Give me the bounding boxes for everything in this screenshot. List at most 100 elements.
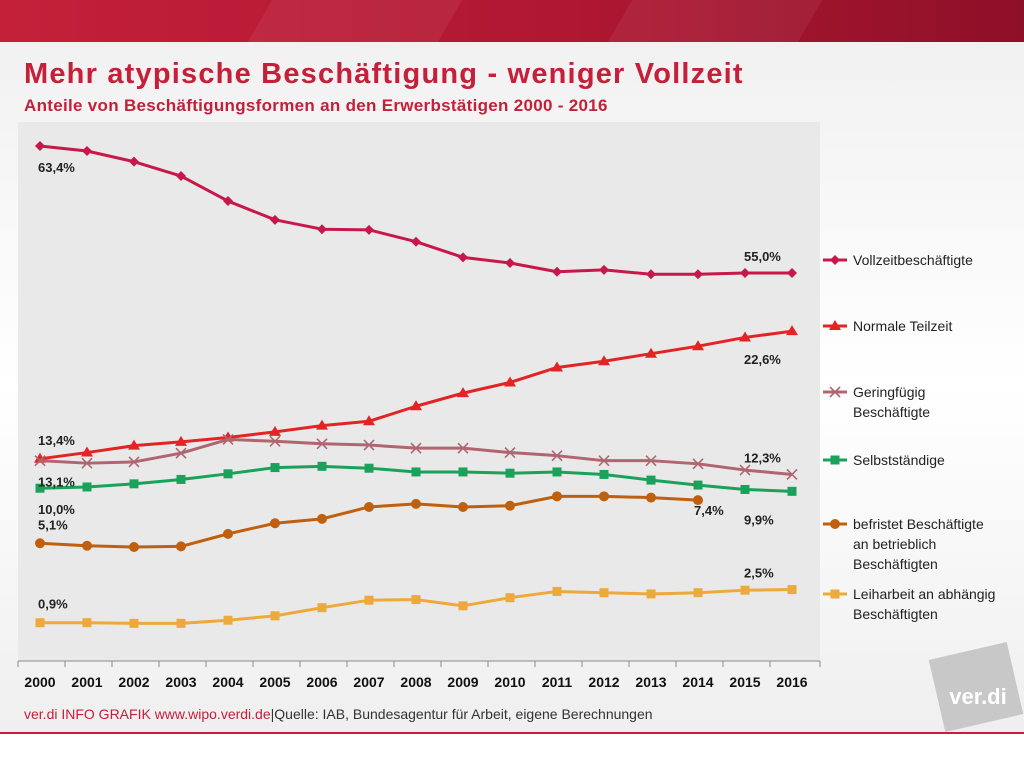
data-point-geringfuegig-beschaeftigte-2013 [645, 455, 657, 467]
data-point-vollzeitbeschaeftigte-2001 [82, 146, 92, 157]
data-point-leiharbeit-an-abhaengig-beschaeftigten-2007 [364, 595, 374, 605]
data-point-befristet-beschaeftigte-an-betrieblich-beschaeftigten-2004 [223, 528, 233, 539]
data-label: 7,4% [694, 503, 724, 518]
legend-swatch-marker [829, 320, 841, 330]
plot-background [18, 122, 820, 661]
data-point-geringfuegig-beschaeftigte-2002 [128, 456, 140, 468]
data-point-normale-teilzeit-2010 [504, 376, 516, 387]
series-geringfuegig-beschaeftigte [34, 433, 798, 481]
data-point-normale-teilzeit-2008 [410, 400, 422, 411]
data-point-befristet-beschaeftigte-an-betrieblich-beschaeftigten-2007 [364, 501, 374, 512]
data-point-geringfuegig-beschaeftigte-2008 [410, 442, 422, 454]
data-point-selbststaendige-2003 [176, 474, 186, 484]
line-chart: 2000 2001 2002 2003 2004 2005 2006 2007 2008 2009… [17, 122, 995, 690]
data-point-selbststaendige-2016 [787, 486, 797, 496]
data-label: 5,1% [38, 517, 68, 532]
x-tick-label-2016: 2016 [776, 674, 807, 690]
x-tick-label-2015: 2015 [729, 674, 760, 690]
data-point-selbststaendige-2010 [505, 468, 515, 478]
data-point-selbststaendige-2002 [129, 479, 139, 489]
data-point-normale-teilzeit-2006 [316, 419, 328, 430]
x-tick-label-2008: 2008 [400, 674, 431, 690]
x-tick-label-2011: 2011 [542, 674, 573, 690]
data-point-normale-teilzeit-2001 [81, 446, 93, 457]
data-point-selbststaendige-2011 [552, 467, 562, 477]
data-point-normale-teilzeit-2003 [175, 435, 187, 446]
data-point-vollzeitbeschaeftigte-2006 [317, 224, 327, 235]
data-point-geringfuegig-beschaeftigte-2014 [692, 458, 704, 470]
series-selbststaendige [35, 461, 797, 496]
series-leiharbeit-an-abhaengig-beschaeftigten [35, 585, 797, 628]
data-point-geringfuegig-beschaeftigte-2004 [222, 433, 234, 445]
data-point-selbststaendige-2000 [35, 483, 45, 493]
data-point-geringfuegig-beschaeftigte-2006 [316, 438, 328, 450]
data-point-vollzeitbeschaeftigte-2002 [129, 156, 139, 167]
footer-credit: ver.di INFO GRAFIK www.wipo.verdi.de|Que… [24, 706, 653, 722]
data-point-befristet-beschaeftigte-an-betrieblich-beschaeftigten-2008 [411, 498, 421, 509]
plot-area [18, 122, 820, 661]
data-point-vollzeitbeschaeftigte-2007 [364, 224, 374, 235]
series-befristet-beschaeftigte-an-betrieblich-beschaeftigten [35, 491, 703, 553]
data-point-normale-teilzeit-2016 [786, 325, 798, 336]
data-point-befristet-beschaeftigte-an-betrieblich-beschaeftigten-2012 [599, 491, 609, 502]
legend-label: Normale Teilzeit [853, 318, 952, 334]
data-point-befristet-beschaeftigte-an-betrieblich-beschaeftigten-2006 [317, 513, 327, 524]
data-label: 13,4% [38, 433, 75, 448]
data-point-leiharbeit-an-abhaengig-beschaeftigten-2012 [599, 588, 609, 598]
data-point-befristet-beschaeftigte-an-betrieblich-beschaeftigten-2002 [129, 542, 139, 553]
data-point-vollzeitbeschaeftigte-2016 [787, 268, 797, 278]
legend-label: Beschäftigten [853, 556, 938, 572]
data-point-leiharbeit-an-abhaengig-beschaeftigten-2016 [787, 585, 797, 595]
data-point-normale-teilzeit-2013 [645, 347, 657, 358]
data-point-leiharbeit-an-abhaengig-beschaeftigten-2011 [552, 586, 562, 596]
data-point-befristet-beschaeftigte-an-betrieblich-beschaeftigten-2011 [552, 491, 562, 502]
page-subtitle: Anteile von Beschäftigungsformen an den … [24, 96, 608, 115]
data-point-vollzeitbeschaeftigte-2004 [223, 196, 233, 207]
x-tick-label-2004: 2004 [212, 674, 243, 690]
data-point-selbststaendige-2015 [740, 484, 750, 494]
legend-label: Beschäftigte [853, 404, 930, 420]
series-layer [34, 141, 798, 628]
data-point-befristet-beschaeftigte-an-betrieblich-beschaeftigten-2005 [270, 518, 280, 529]
data-point-normale-teilzeit-2015 [739, 331, 751, 342]
data-point-befristet-beschaeftigte-an-betrieblich-beschaeftigten-2014 [693, 495, 703, 506]
legend-label: an betrieblich [853, 536, 936, 552]
data-point-normale-teilzeit-2005 [269, 425, 281, 436]
data-point-geringfuegig-beschaeftigte-2016 [786, 468, 798, 481]
x-tick-label-2012: 2012 [588, 674, 619, 690]
x-tick-label-2001: 2001 [71, 674, 102, 690]
page-title: Mehr atypische Beschäftigung - weniger V… [24, 58, 744, 90]
data-label: 13,1% [38, 475, 75, 490]
data-point-leiharbeit-an-abhaengig-beschaeftigten-2013 [646, 589, 656, 599]
legend-item-normale-teilzeit: Normale Teilzeit [823, 318, 952, 334]
data-point-geringfuegig-beschaeftigte-2001 [81, 457, 93, 469]
data-point-normale-teilzeit-2014 [692, 340, 704, 351]
legend-swatch-marker [830, 519, 840, 529]
data-point-selbststaendige-2013 [646, 475, 656, 485]
data-point-normale-teilzeit-2012 [598, 355, 610, 366]
verdi-logo-text: ver.di [949, 684, 1007, 709]
x-tick-label-2010: 2010 [494, 674, 525, 690]
legend-label: Vollzeitbeschäftigte [853, 252, 973, 268]
data-point-geringfuegig-beschaeftigte-2005 [269, 435, 281, 447]
data-label: 63,4% [38, 160, 75, 175]
data-point-vollzeitbeschaeftigte-2000 [35, 141, 45, 151]
data-point-befristet-beschaeftigte-an-betrieblich-beschaeftigten-2013 [646, 492, 656, 503]
data-point-leiharbeit-an-abhaengig-beschaeftigten-2000 [35, 618, 45, 628]
data-point-vollzeitbeschaeftigte-2009 [458, 252, 468, 263]
data-point-geringfuegig-beschaeftigte-2010 [504, 446, 516, 459]
data-label: 10,0% [38, 502, 75, 517]
legend-item-selbststaendige: Selbstständige [823, 452, 945, 468]
legend-label: Leiharbeit an abhängig [853, 586, 995, 602]
data-point-leiharbeit-an-abhaengig-beschaeftigten-2006 [317, 603, 327, 613]
x-tick-label-2002: 2002 [118, 674, 149, 690]
data-point-vollzeitbeschaeftigte-2012 [599, 264, 609, 275]
x-tick-label-2005: 2005 [259, 674, 290, 690]
x-tick-label-2006: 2006 [306, 674, 337, 690]
data-point-befristet-beschaeftigte-an-betrieblich-beschaeftigten-2000 [35, 538, 45, 549]
x-tick-label-2000: 2000 [24, 674, 55, 690]
legend-item-befristet-beschaeftigte-an-betrieblich-beschaeftigten: befristet Beschäftigte an betrieblich Besc… [823, 516, 984, 572]
top-banner [0, 0, 1024, 42]
data-point-vollzeitbeschaeftigte-2011 [552, 266, 562, 277]
data-point-normale-teilzeit-2002 [128, 439, 140, 450]
